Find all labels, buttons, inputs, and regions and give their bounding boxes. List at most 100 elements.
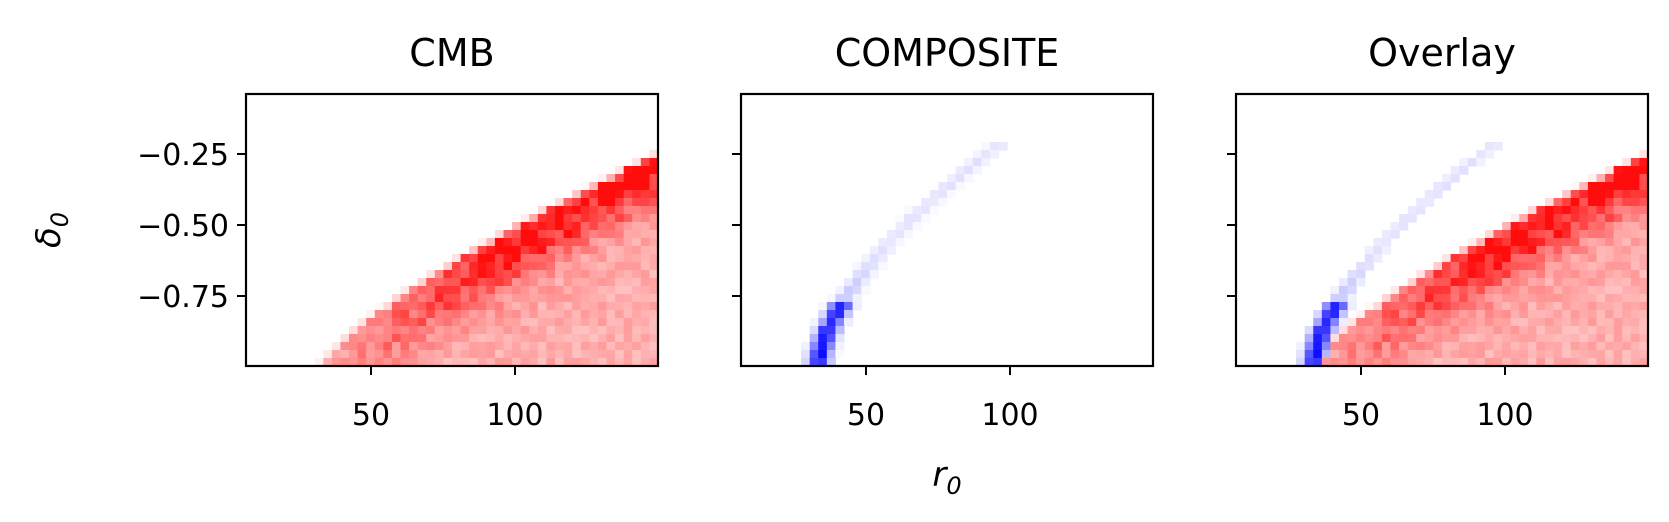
heatmap-cell	[400, 318, 410, 327]
heatmap-cell	[572, 270, 582, 279]
heatmap-cell	[1613, 182, 1623, 191]
heatmap-cell	[1493, 262, 1503, 271]
heatmap-cell	[580, 254, 590, 263]
heatmap-cell	[1502, 334, 1512, 343]
heatmap-cell	[1527, 222, 1538, 231]
heatmap-cell	[818, 342, 828, 351]
heatmap-cell	[964, 158, 974, 167]
heatmap-cell	[357, 342, 367, 351]
heatmap-cell	[1502, 262, 1512, 271]
heatmap-cell	[1484, 326, 1495, 335]
heatmap-cell	[1596, 182, 1606, 191]
heatmap-cell	[340, 350, 350, 359]
heatmap-cell	[580, 318, 590, 327]
heatmap-cell	[520, 254, 530, 263]
heatmap-cell	[520, 222, 530, 231]
heatmap-cell	[597, 270, 608, 279]
heatmap-cell	[494, 238, 505, 247]
heatmap-cell	[589, 310, 599, 319]
heatmap-cell	[1476, 270, 1486, 279]
heatmap-cell	[1630, 286, 1641, 295]
heatmap-cell	[1570, 294, 1580, 303]
heatmap-cell	[606, 190, 616, 199]
heatmap-cell	[1570, 246, 1580, 255]
heatmap-cell	[426, 270, 436, 279]
heatmap-cell	[1622, 214, 1632, 223]
heatmap-cell	[981, 158, 991, 167]
heatmap-cell	[1450, 270, 1460, 279]
heatmap-cell	[809, 334, 819, 343]
heatmap-cell	[1364, 262, 1374, 271]
heatmap-cell	[494, 334, 505, 343]
heatmap-cell	[1339, 318, 1349, 327]
heatmap-cell	[1416, 326, 1426, 335]
heatmap-cell	[1545, 270, 1555, 279]
heatmap-cell	[529, 326, 539, 335]
heatmap-cell	[572, 334, 582, 343]
heatmap-cell	[1536, 254, 1546, 263]
heatmap-cell	[477, 270, 487, 279]
heatmap-cell	[1605, 350, 1615, 359]
heatmap-cell	[1433, 350, 1443, 359]
heatmap-cell	[1562, 246, 1572, 255]
heatmap-cell	[1442, 310, 1452, 319]
heatmap-cell	[520, 214, 530, 223]
heatmap-cell	[477, 318, 487, 327]
heatmap-cell	[1450, 294, 1460, 303]
heatmap-cell	[555, 318, 565, 327]
heatmap-cell	[1493, 310, 1503, 319]
heatmap-cell	[1562, 278, 1572, 287]
heatmap-cell	[649, 294, 658, 303]
heatmap-cell	[512, 294, 522, 303]
heatmap-cell	[649, 278, 658, 287]
heatmap-cell	[520, 238, 530, 247]
heatmap-cell	[546, 350, 556, 359]
heatmap-cell	[503, 246, 513, 255]
heatmap-cell	[1476, 246, 1486, 255]
heatmap-cell	[1630, 334, 1641, 343]
heatmap-cell	[1510, 222, 1520, 231]
heatmap-cell	[640, 230, 651, 239]
heatmap-cell	[349, 358, 359, 366]
heatmap-cell	[649, 166, 658, 175]
heatmap-cell	[1587, 238, 1598, 247]
cmb-heatmap	[314, 150, 658, 366]
heatmap-cell	[955, 174, 965, 183]
heatmap-cell	[852, 302, 862, 311]
heatmap-cell	[1467, 318, 1477, 327]
heatmap-cell	[981, 142, 991, 151]
heatmap-cell	[640, 214, 651, 223]
cmb-xtick-label-100: 100	[486, 398, 543, 433]
heatmap-cell	[1579, 262, 1589, 271]
heatmap-cell	[1510, 246, 1520, 255]
heatmap-cell	[1630, 182, 1641, 191]
heatmap-cell	[1605, 358, 1615, 366]
heatmap-cell	[1579, 246, 1589, 255]
heatmap-cell	[529, 358, 539, 366]
heatmap-cell	[1639, 198, 1648, 207]
heatmap-cell	[1510, 358, 1520, 366]
heatmap-cell	[1630, 198, 1641, 207]
heatmap-cell	[929, 206, 940, 215]
heatmap-cell	[1381, 310, 1392, 319]
heatmap-cell	[1570, 238, 1580, 247]
heatmap-cell	[649, 350, 658, 359]
heatmap-cell	[1450, 302, 1460, 311]
heatmap-cell	[1484, 358, 1495, 366]
heatmap-cell	[606, 342, 616, 351]
panel-composite-title: COMPOSITE	[835, 31, 1060, 75]
heatmap-cell	[1605, 302, 1615, 311]
heatmap-cell	[589, 182, 599, 191]
heatmap-cell	[494, 278, 505, 287]
heatmap-cell	[409, 318, 419, 327]
heatmap-cell	[1442, 254, 1452, 263]
heatmap-cell	[1562, 262, 1572, 271]
heatmap-cell	[1553, 246, 1563, 255]
heatmap-cell	[1519, 302, 1529, 311]
heatmap-cell	[921, 198, 931, 207]
heatmap-cell	[563, 318, 573, 327]
heatmap-cell	[1570, 342, 1580, 351]
heatmap-cell	[477, 350, 487, 359]
heatmap-cell	[589, 334, 599, 343]
